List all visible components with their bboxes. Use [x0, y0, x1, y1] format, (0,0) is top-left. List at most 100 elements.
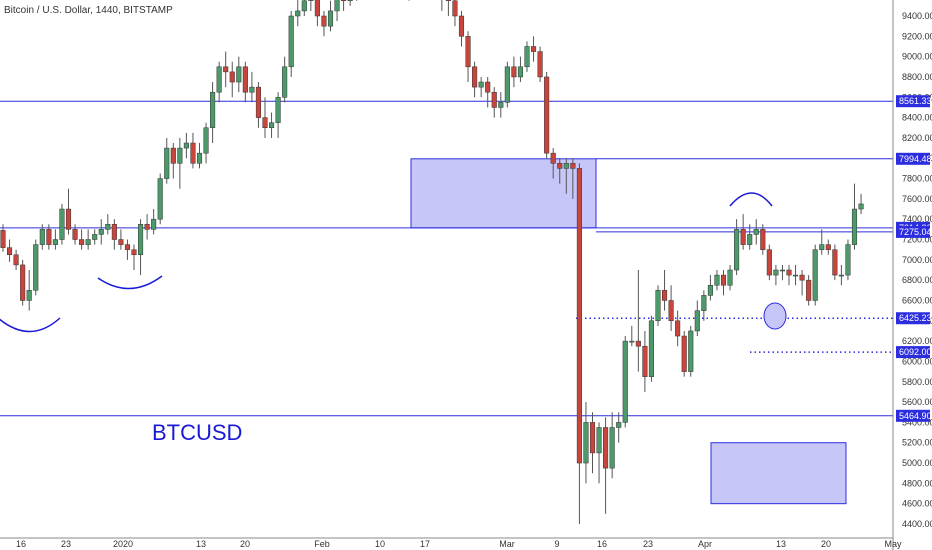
candle-body: [177, 147, 183, 164]
candle-body: [550, 152, 556, 164]
candle-body: [118, 239, 124, 245]
candle-body: [92, 234, 98, 240]
candle-body: [773, 269, 779, 276]
candle-body: [79, 239, 85, 245]
time-axis: 16 23 2020 13 20 Feb 10 17 Mar 9 16 23 Apr 13 20 May: [0, 537, 902, 549]
candle-body: [740, 229, 746, 245]
candle-body: [111, 224, 117, 240]
candle-body: [216, 66, 222, 93]
candle-body: [458, 15, 465, 37]
level-price-tag: [896, 225, 930, 238]
candle-body: [347, 0, 353, 2]
candle-body: [52, 239, 58, 245]
y-tick-label: 7600.00: [902, 194, 932, 204]
candle-body: [760, 229, 766, 250]
candle-body: [105, 224, 111, 230]
candle-body: [282, 66, 288, 98]
candle-body: [445, 0, 451, 2]
candle-body: [603, 427, 609, 469]
x-tick-label: 17: [420, 539, 430, 549]
curve-annotation: [729, 192, 773, 207]
candle-body: [806, 279, 812, 301]
candle-body: [98, 229, 104, 235]
candle-body: [124, 244, 131, 250]
curve-annotation: [0, 317, 61, 333]
x-tick-label: 23: [61, 539, 71, 549]
level-price-tag: [896, 312, 930, 325]
candlestick-series: [0, 0, 864, 524]
y-tick-label: 8200.00: [902, 133, 932, 143]
target-zone: [710, 442, 847, 505]
candle-body: [196, 152, 203, 164]
candle-body: [229, 71, 235, 83]
x-tick-label: 20: [240, 539, 250, 549]
candle-body: [747, 234, 753, 245]
level-price-tag: [896, 346, 930, 359]
candle-body: [563, 163, 569, 169]
candle-body: [517, 66, 524, 78]
level-price-tag: [896, 152, 930, 165]
candle-body: [720, 274, 727, 286]
candle-body: [0, 230, 6, 248]
candle-body: [583, 422, 589, 464]
x-tick-label: Mar: [499, 539, 515, 549]
candle-body: [210, 91, 216, 129]
symbol-label: BTCUSD: [152, 420, 242, 445]
x-tick-label: 16: [597, 539, 607, 549]
x-tick-label: 20: [821, 539, 831, 549]
level-price-tag: [896, 409, 930, 422]
candle-body: [701, 295, 707, 311]
y-tick-label: 4400.00: [902, 519, 932, 529]
x-tick-label: 13: [196, 539, 206, 549]
candle-body: [144, 224, 150, 230]
candle-body: [662, 290, 668, 301]
candle-body: [46, 229, 52, 245]
x-tick-label: 9: [554, 539, 559, 549]
candle-body: [727, 269, 733, 286]
candle-body: [7, 247, 13, 256]
y-tick-label: 7400.00: [902, 214, 932, 224]
candle-body: [170, 147, 176, 164]
price-axis: 4400.00 4600.00 4800.00 5000.00 5200.00 5400.…: [896, 11, 932, 529]
supply-demand-zones: [410, 158, 847, 505]
y-tick-label: 5200.00: [902, 438, 932, 448]
candle-body: [622, 340, 628, 423]
candle-body: [275, 97, 281, 123]
candle-body: [812, 249, 818, 301]
y-tick-label: 9000.00: [902, 52, 932, 62]
annotations: [0, 192, 787, 333]
candle-body: [301, 0, 307, 12]
x-tick-label: 16: [16, 539, 26, 549]
level-price-label: 6425.23: [899, 313, 932, 323]
candle-body: [498, 102, 504, 108]
x-tick-label: 13: [776, 539, 786, 549]
candle-body: [609, 427, 615, 469]
candle-body: [851, 208, 858, 245]
y-tick-label: 6800.00: [902, 275, 932, 285]
candle-body: [845, 244, 851, 276]
candle-body: [629, 340, 635, 343]
candle-body: [85, 239, 91, 245]
candle-body: [655, 290, 661, 322]
y-tick-label: 5600.00: [902, 397, 932, 407]
y-tick-label: 5800.00: [902, 377, 932, 387]
candle-body: [269, 122, 275, 129]
candle-body: [452, 0, 458, 17]
level-price-tag: [896, 95, 930, 108]
level-price-label: 7994.48: [899, 154, 932, 164]
candle-body: [589, 422, 596, 454]
candle-body: [308, 0, 314, 2]
candle-body: [223, 66, 229, 73]
candle-body: [779, 269, 786, 272]
candle-body: [255, 86, 261, 118]
candle-body: [491, 91, 497, 108]
candle-body: [714, 274, 720, 286]
candle-body: [707, 284, 713, 296]
candle-body: [576, 168, 582, 464]
x-tick-label: Apr: [698, 539, 712, 549]
candle-body: [262, 117, 268, 129]
candle-body: [314, 0, 320, 17]
candle-body: [59, 208, 65, 240]
y-tick-label: 6600.00: [902, 295, 932, 305]
